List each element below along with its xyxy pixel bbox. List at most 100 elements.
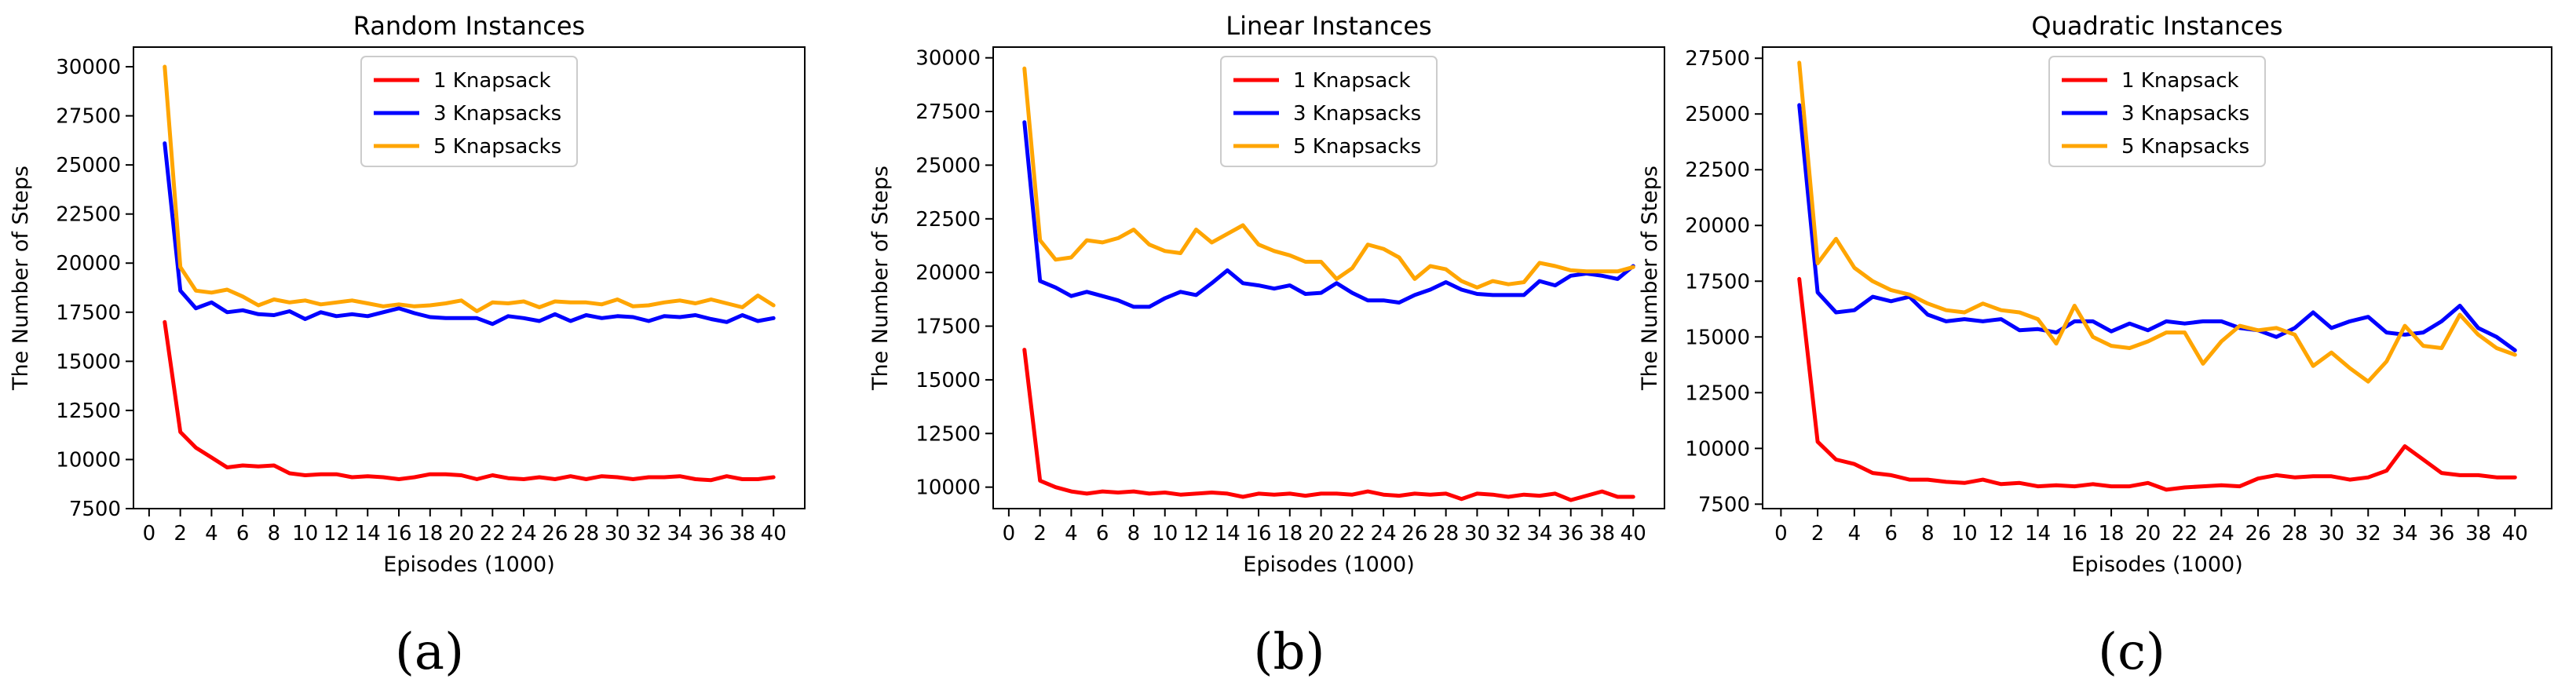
legend-box [2048,56,2266,167]
y-tick-label: 20000 [1685,214,1750,238]
chart-panel-2: 0 2 4 6 8 10 12 14 16 18 20 22 24 26 28 30 32 34 36 38 40100… [868,11,1665,681]
y-tick-label: 10000 [915,476,981,500]
x-tick-label: 20 [2135,522,2161,546]
x-tick-label: 18 [1277,522,1303,546]
legend-label: 1 Knapsack [1293,69,1411,93]
x-tick-label: 8 [268,522,281,546]
legend: 1 Knapsack 3 Knapsacks 5 Knapsacks [360,56,578,167]
x-tick-label: 28 [1433,522,1459,546]
y-tick-label: 10000 [56,448,121,472]
x-axis-label: Episodes (1000) [383,553,554,577]
panel-label: (a) [395,623,464,681]
series-line-3 [163,64,776,313]
y-tick-label: 27500 [56,105,121,129]
x-tick-label: 8 [1921,522,1935,546]
x-tick-label: 32 [2355,522,2381,546]
x-tick-label: 16 [2062,522,2088,546]
y-tick-label: 15000 [56,350,121,374]
x-tick-label: 2 [1033,522,1047,546]
legend-label: 1 Knapsack [433,69,551,93]
y-tick-label: 25000 [915,154,981,177]
chart-panel-3: 0 2 4 6 8 10 12 14 16 18 20 22 24 26 28 30 32 34 36 38 40750… [1638,11,2552,681]
x-tick-label: 30 [1464,522,1490,546]
x-tick-label: 4 [1065,522,1078,546]
y-tick-label: 30000 [915,47,981,71]
x-tick-label: 28 [573,522,599,546]
x-tick-label: 34 [1526,522,1552,546]
x-tick-label: 22 [2172,522,2198,546]
chart-title: Linear Instances [1226,11,1431,41]
x-tick-label: 34 [2391,522,2417,546]
series-line-1 [163,319,776,483]
x-tick-label: 22 [1339,522,1365,546]
series-line-3 [1797,60,2517,384]
legend-label: 3 Knapsacks [1293,102,1421,126]
series-line-1 [1022,348,1635,502]
series-line-2 [163,141,776,327]
x-tick-label: 4 [1848,522,1862,546]
x-tick-label: 2 [174,522,187,546]
x-tick-label: 18 [417,522,443,546]
x-tick-label: 12 [1183,522,1209,546]
x-tick-label: 18 [2099,522,2125,546]
y-tick-label: 22500 [915,208,981,232]
y-tick-label: 20000 [915,261,981,285]
x-tick-label: 14 [2025,522,2051,546]
y-tick-label: 20000 [56,252,121,275]
y-tick-label: 22500 [56,203,121,227]
y-tick-label: 10000 [1685,437,1750,461]
y-axis-label: The Number of Steps [868,166,893,391]
series-line-1 [1797,276,2517,492]
x-tick-label: 36 [698,522,724,546]
legend: 1 Knapsack 3 Knapsacks 5 Knapsacks [1220,56,1438,167]
x-tick-label: 30 [605,522,630,546]
series-line-2 [1022,120,1635,309]
x-tick-label: 28 [2282,522,2307,546]
y-tick-label: 30000 [56,56,121,79]
x-tick-label: 2 [1811,522,1825,546]
x-tick-label: 14 [1215,522,1240,546]
x-tick-label: 24 [1371,522,1397,546]
plot-frame [133,46,806,509]
x-tick-label: 10 [1152,522,1178,546]
x-tick-label: 0 [1003,522,1016,546]
y-axis-label: The Number of Steps [9,166,33,391]
y-tick-label: 25000 [56,154,121,177]
x-tick-label: 16 [1245,522,1271,546]
x-tick-label: 8 [1127,522,1141,546]
y-tick-label: 17500 [915,316,981,339]
x-tick-label: 40 [761,522,787,546]
panel-label: (b) [1254,623,1325,681]
x-tick-label: 10 [292,522,318,546]
chart-title: Quadratic Instances [2031,11,2282,41]
x-tick-label: 22 [480,522,506,546]
x-tick-label: 32 [636,522,662,546]
x-tick-label: 38 [729,522,755,546]
x-tick-label: 6 [1884,522,1898,546]
legend-label: 3 Knapsacks [2121,102,2249,126]
y-axis-label: The Number of Steps [1638,166,1662,391]
x-tick-label: 26 [2245,522,2271,546]
y-tick-label: 7500 [69,498,121,521]
x-tick-label: 40 [1621,522,1646,546]
x-tick-label: 12 [323,522,349,546]
y-tick-label: 12500 [1685,381,1750,405]
x-tick-label: 10 [1952,522,1978,546]
x-tick-label: 36 [2428,522,2454,546]
y-tick-label: 15000 [915,369,981,392]
x-tick-label: 12 [1988,522,2014,546]
legend-label: 5 Knapsacks [2121,135,2249,159]
x-tick-label: 36 [1558,522,1584,546]
x-axis-label: Episodes (1000) [1243,553,1414,577]
legend-label: 3 Knapsacks [433,102,561,126]
x-tick-label: 32 [1496,522,1522,546]
x-tick-label: 20 [1308,522,1334,546]
plot-frame [1762,46,2552,509]
y-tick-label: 12500 [56,400,121,423]
legend: 1 Knapsack 3 Knapsacks 5 Knapsacks [2048,56,2266,167]
y-tick-label: 17500 [1685,270,1750,294]
panel-label: (c) [2098,623,2165,681]
x-tick-label: 26 [542,522,568,546]
legend-box [1220,56,1438,167]
